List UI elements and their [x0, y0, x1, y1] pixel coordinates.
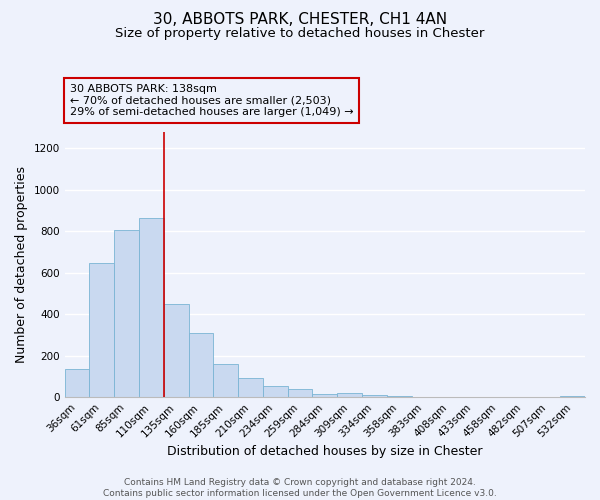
- Text: 30, ABBOTS PARK, CHESTER, CH1 4AN: 30, ABBOTS PARK, CHESTER, CH1 4AN: [153, 12, 447, 28]
- Bar: [412, 396, 436, 397]
- Bar: [560, 396, 585, 397]
- Bar: [238, 378, 263, 397]
- Bar: [387, 396, 412, 397]
- Bar: [188, 333, 214, 397]
- Text: Contains HM Land Registry data © Crown copyright and database right 2024.
Contai: Contains HM Land Registry data © Crown c…: [103, 478, 497, 498]
- Bar: [313, 394, 337, 397]
- Bar: [139, 218, 164, 397]
- Bar: [89, 264, 114, 397]
- Text: 30 ABBOTS PARK: 138sqm
← 70% of detached houses are smaller (2,503)
29% of semi-: 30 ABBOTS PARK: 138sqm ← 70% of detached…: [70, 84, 353, 117]
- Bar: [164, 304, 188, 397]
- Bar: [337, 393, 362, 397]
- Bar: [65, 369, 89, 397]
- X-axis label: Distribution of detached houses by size in Chester: Distribution of detached houses by size …: [167, 444, 482, 458]
- Y-axis label: Number of detached properties: Number of detached properties: [15, 166, 28, 363]
- Bar: [114, 230, 139, 397]
- Bar: [362, 395, 387, 397]
- Text: Size of property relative to detached houses in Chester: Size of property relative to detached ho…: [115, 28, 485, 40]
- Bar: [263, 386, 287, 397]
- Bar: [214, 364, 238, 397]
- Bar: [287, 388, 313, 397]
